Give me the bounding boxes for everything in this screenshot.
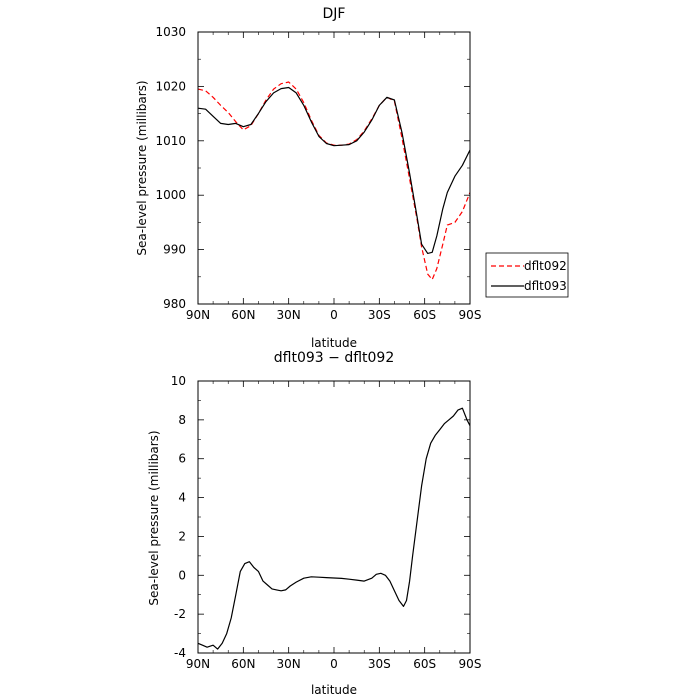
bottom-ytick-label: -2: [174, 607, 186, 621]
bottom-ytick-label: 2: [178, 529, 186, 543]
top-chart-xlabel: latitude: [311, 336, 357, 350]
top-chart-lines: [197, 81, 471, 281]
top-ytick-label: 1000: [155, 188, 186, 202]
bottom-ytick-label: 4: [178, 491, 186, 505]
top-chart-ylabel: Sea-level pressure (millibars): [135, 80, 149, 255]
bottom-chart-title: dflt093 − dflt092: [274, 350, 394, 366]
top-ytick-label: 1020: [155, 79, 186, 93]
top-xtick-label: 60S: [413, 308, 436, 322]
legend-box: [485, 252, 569, 298]
bottom-xtick-label: 30N: [277, 657, 301, 671]
bottom-xtick-label: 60S: [413, 657, 436, 671]
top-chart-panel: DJF Sea-level pressure (millibars) latit…: [135, 6, 569, 350]
top-chart-frame: [197, 31, 471, 305]
bottom-chart-panel: dflt093 − dflt092 Sea-level pressure (mi…: [147, 350, 481, 697]
top-xtick-label: 90N: [186, 308, 210, 322]
top-chart-tick-labels: 90N 60N 30N 0 30S 60S 90S 980 990 1000 1010 1020 103…: [155, 25, 481, 322]
top-chart-legend: dflt092 dflt093: [485, 252, 569, 298]
bottom-ytick-label: 8: [178, 413, 186, 427]
bottom-series-line-diff0: [197, 407, 471, 650]
bottom-xtick-label: 0: [330, 657, 338, 671]
top-series-line-dflt093: [197, 86, 471, 254]
bottom-chart-xlabel: latitude: [311, 683, 357, 697]
top-ytick-label: 980: [163, 297, 186, 311]
top-ytick-label: 1030: [155, 25, 186, 39]
bottom-chart-tick-labels: 90N 60N 30N 0 30S 60S 90S -4 -2 0 2 4 6 8 10: [171, 374, 482, 671]
top-xtick-label: 30S: [368, 308, 391, 322]
bottom-chart-lines: [197, 407, 471, 650]
bottom-chart-ylabel: Sea-level pressure (millibars): [147, 430, 161, 605]
top-xtick-label: 0: [330, 308, 338, 322]
bottom-ytick-label: 10: [171, 374, 186, 388]
top-ytick-label: 1010: [155, 134, 186, 148]
top-chart-title: DJF: [323, 6, 346, 22]
top-xtick-label: 30N: [277, 308, 301, 322]
bottom-ytick-label: 0: [178, 568, 186, 582]
bottom-xtick-label: 60N: [231, 657, 255, 671]
top-xtick-label: 90S: [459, 308, 482, 322]
bottom-chart-frame: [197, 380, 471, 654]
legend-label-dflt093: dflt093: [524, 279, 567, 293]
top-ytick-label: 990: [163, 243, 186, 257]
bottom-ytick-label: 6: [178, 452, 186, 466]
top-xtick-label: 60N: [231, 308, 255, 322]
bottom-xtick-label: 90N: [186, 657, 210, 671]
bottom-ytick-label: -4: [174, 646, 186, 660]
legend-label-dflt092: dflt092: [524, 259, 567, 273]
bottom-xtick-label: 90S: [459, 657, 482, 671]
bottom-xtick-label: 30S: [368, 657, 391, 671]
